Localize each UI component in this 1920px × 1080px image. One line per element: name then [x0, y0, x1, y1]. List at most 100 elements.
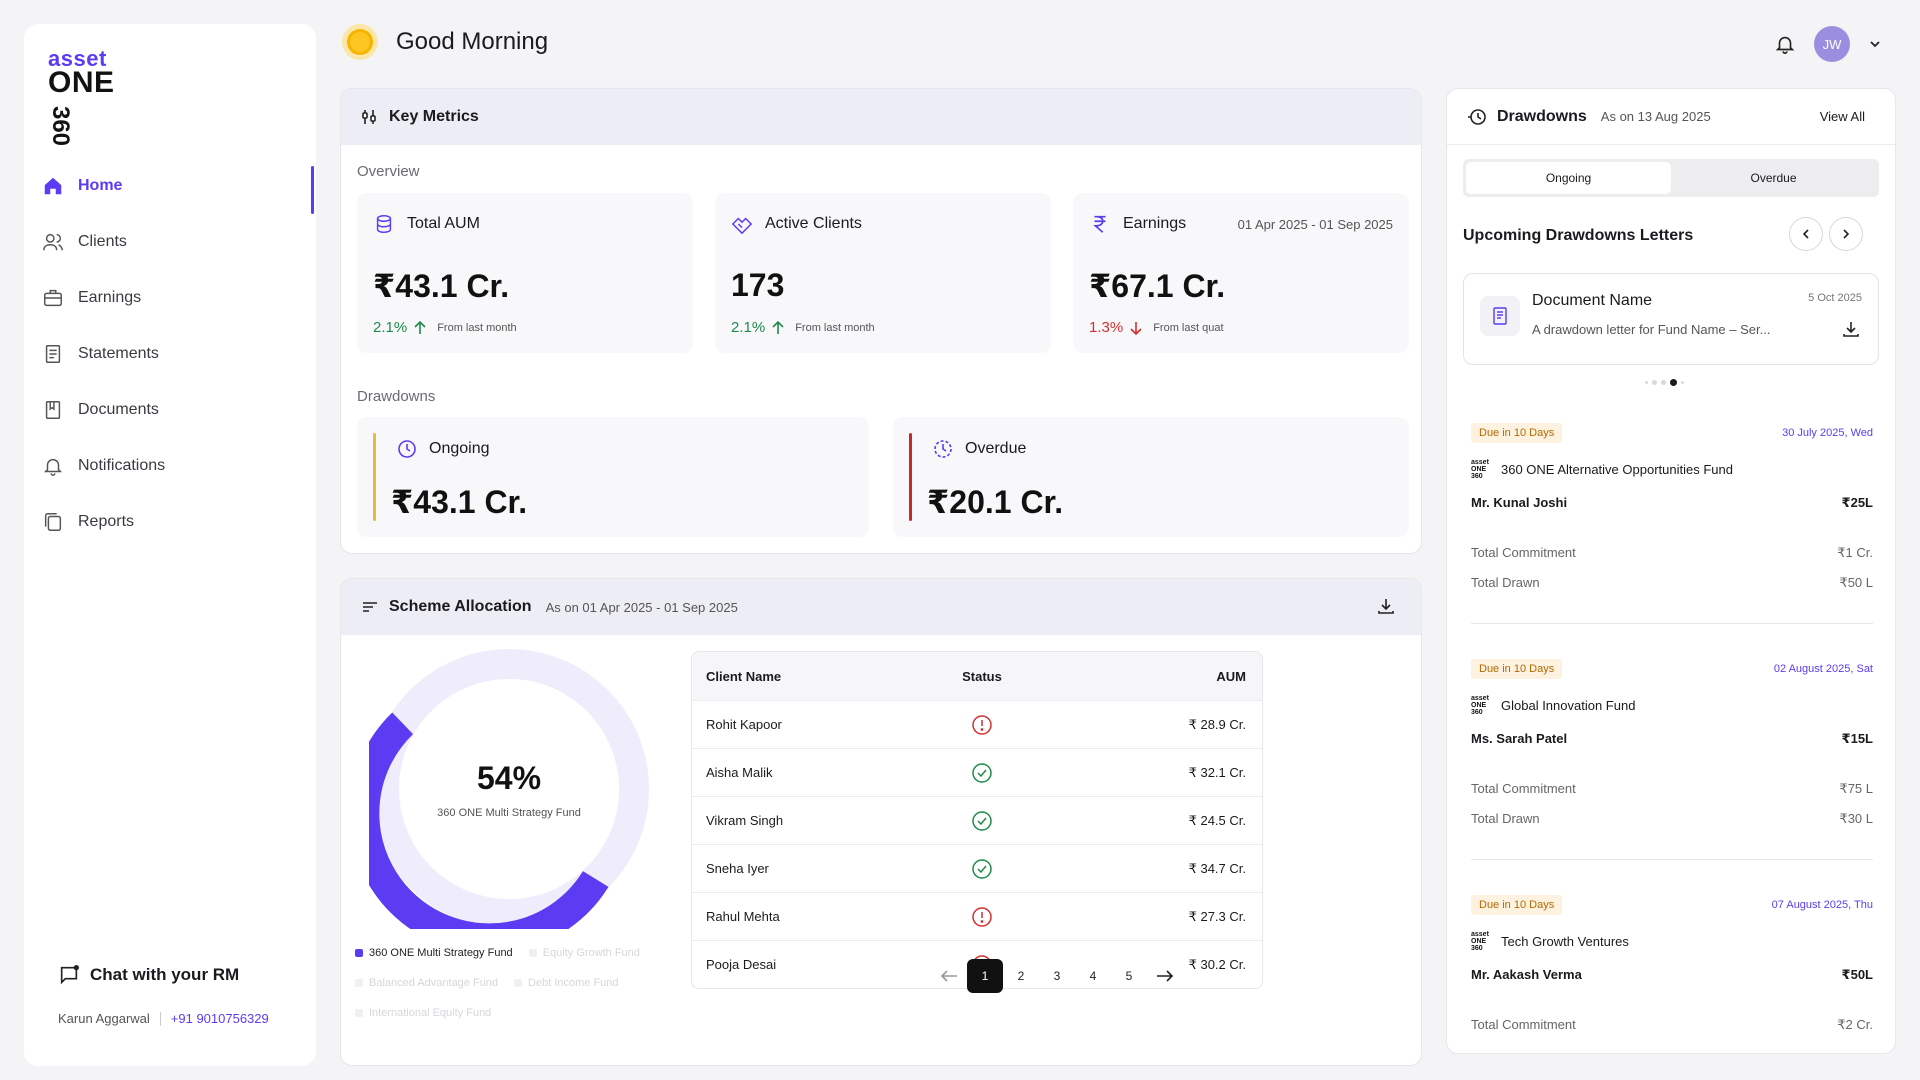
metric-header: Active Clients — [731, 213, 862, 235]
drawdown-fund-item[interactable]: Due in 10 Days 07 August 2025, Thu asset… — [1471, 895, 1873, 1045]
sidebar-item-label: Statements — [78, 345, 159, 362]
sidebar-item-reports[interactable]: Reports — [24, 494, 316, 550]
drawdown-amount: ₹15L — [1841, 731, 1873, 746]
commitment-label: Total Commitment — [1471, 545, 1576, 560]
chevron-down-icon[interactable] — [1868, 37, 1882, 51]
investor-name: Mr. Kunal Joshi — [1471, 495, 1568, 510]
tab-ongoing[interactable]: Ongoing — [1466, 162, 1671, 194]
page-3-button[interactable]: 3 — [1053, 969, 1061, 983]
legend-item[interactable]: Equity Growth Fund — [528, 947, 640, 959]
avatar[interactable]: JW — [1814, 26, 1850, 62]
fund-logo-icon: asset ONE 360 — [1471, 931, 1489, 952]
divider — [1471, 859, 1873, 860]
arrow-right-icon — [1157, 970, 1174, 982]
drawdown-header: Overdue — [933, 439, 1026, 459]
drawdown-letter-card[interactable]: Document Name A drawdown letter for Fund… — [1463, 273, 1879, 365]
key-metrics-title: Key Metrics — [389, 108, 479, 125]
history-icon — [1468, 108, 1486, 125]
drawdown-tabs: Ongoing Overdue — [1463, 159, 1879, 197]
table-row[interactable]: Rohit Kapoor ₹ 28.9 Cr. — [692, 700, 1262, 748]
sidebar-item-notifications[interactable]: Notifications — [24, 438, 316, 494]
commitment-value: ₹1 Cr. — [1837, 545, 1873, 560]
document-icon — [45, 401, 61, 419]
legend-item[interactable]: 360 ONE Multi Strategy Fund — [355, 947, 513, 959]
drawdown-amount: ₹25L — [1841, 495, 1873, 510]
page-4-button[interactable]: 4 — [1089, 969, 1097, 983]
next-page-button[interactable] — [1147, 959, 1183, 993]
sidebar-item-clients[interactable]: Clients — [24, 214, 316, 270]
carousel-prev-button[interactable] — [1789, 217, 1823, 251]
key-metrics-header: Key Metrics — [341, 89, 1421, 145]
due-date: 07 August 2025, Thu — [1771, 899, 1873, 911]
check-circle-icon — [892, 762, 1072, 784]
bell-icon[interactable] — [1774, 33, 1796, 55]
legend-swatch — [355, 949, 363, 957]
overview-label: Overview — [357, 163, 420, 180]
column-aum[interactable]: AUM — [1216, 668, 1246, 684]
drawdown-fund-item[interactable]: Due in 10 Days 30 July 2025, Wed asset ON… — [1471, 423, 1873, 603]
download-icon[interactable] — [1842, 320, 1860, 338]
donut-arc-multi-strategy[interactable] — [369, 712, 609, 929]
chat-label: Chat with your RM — [90, 965, 240, 984]
table-row[interactable]: Vikram Singh ₹ 24.5 Cr. — [692, 796, 1262, 844]
donut-percent: 54% — [476, 759, 542, 796]
investor-name: Mr. Aakash Verma — [1471, 967, 1582, 982]
page-5-button[interactable]: 5 — [1125, 969, 1133, 983]
legend-swatch — [355, 979, 363, 987]
arrow-left-icon — [940, 970, 957, 982]
sidebar: asset ONE 360 Home Clients Earnings Stat… — [24, 24, 316, 1066]
logo-text-one: ONE — [48, 66, 115, 99]
table-row[interactable]: Aisha Malik ₹ 32.1 Cr. — [692, 748, 1262, 796]
drawdowns-label: Drawdowns — [357, 388, 436, 405]
document-name: Document Name — [1532, 292, 1653, 309]
legend-item[interactable]: Balanced Advantage Fund — [355, 977, 498, 989]
carousel-dot[interactable] — [1645, 381, 1648, 384]
table-row[interactable]: Sneha Iyer ₹ 34.7 Cr. — [692, 844, 1262, 892]
drawdown-ongoing[interactable]: Ongoing ₹43.1 Cr. — [357, 417, 869, 537]
legend-item[interactable]: International Equity Fund — [355, 1007, 491, 1019]
change-percent: 1.3% — [1089, 319, 1124, 336]
download-icon[interactable] — [1377, 597, 1395, 615]
legend-item[interactable]: Debt Income Fund — [514, 977, 619, 989]
client-aum: ₹ 32.1 Cr. — [1188, 764, 1246, 780]
tab-overdue[interactable]: Overdue — [1750, 171, 1797, 185]
carousel-dot-active[interactable] — [1670, 379, 1677, 386]
view-all-link[interactable]: View All — [1819, 109, 1865, 124]
drawdown-overdue[interactable]: Overdue ₹20.1 Cr. — [893, 417, 1409, 537]
page-1-button[interactable]: 1 — [967, 959, 1003, 993]
column-status[interactable]: Status — [962, 668, 1002, 684]
client-name: Vikram Singh — [706, 813, 784, 828]
legend-swatch — [355, 1009, 363, 1017]
metric-active-clients[interactable]: Active Clients 173 2.1% From last month — [715, 193, 1051, 353]
table-body: Rohit Kapoor ₹ 28.9 Cr. Aisha Malik ₹ 32.1 … — [692, 700, 1262, 988]
drawdown-value: ₹20.1 Cr. — [927, 484, 1064, 520]
client-aum: ₹ 34.7 Cr. — [1188, 860, 1246, 876]
metric-earnings[interactable]: Earnings 01 Apr 2025 - 01 Sep 2025 ₹67.1… — [1073, 193, 1409, 353]
metric-total-aum[interactable]: Total AUM ₹43.1 Cr. 2.1% From last month — [357, 193, 693, 353]
chat-with-rm-button[interactable]: Chat with your RM — [58, 964, 239, 986]
carousel-next-button[interactable] — [1829, 217, 1863, 251]
page-2-button[interactable]: 2 — [1017, 969, 1025, 983]
prev-page-button[interactable] — [931, 959, 967, 993]
column-client-name[interactable]: Client Name — [706, 668, 782, 684]
sidebar-item-documents[interactable]: Documents — [24, 382, 316, 438]
metric-value: ₹67.1 Cr. — [1089, 268, 1226, 304]
metric-header: Total AUM — [373, 213, 480, 235]
table-row[interactable]: Rahul Mehta ₹ 27.3 Cr. — [692, 892, 1262, 940]
drawdown-fund-item[interactable]: Due in 10 Days 02 August 2025, Sat asset… — [1471, 659, 1873, 839]
commitment-label: Total Commitment — [1471, 781, 1576, 796]
sidebar-item-home[interactable]: Home — [24, 158, 316, 214]
sun-icon — [342, 24, 378, 60]
client-name: Aisha Malik — [706, 765, 773, 780]
table-header: Client Name Status AUM — [692, 652, 1262, 700]
client-name: Rohit Kapoor — [706, 717, 782, 732]
sidebar-item-earnings[interactable]: Earnings — [24, 270, 316, 326]
carousel-dot[interactable] — [1652, 380, 1657, 385]
fund-logo-icon: asset ONE 360 — [1471, 459, 1489, 480]
rm-phone-link[interactable]: +91 9010756329 — [170, 1011, 269, 1026]
brand-logo[interactable]: asset ONE 360 — [47, 46, 128, 146]
carousel-dot[interactable] — [1661, 380, 1666, 385]
carousel-dot[interactable] — [1681, 381, 1684, 384]
drawn-value: ₹30 L — [1839, 811, 1873, 826]
sidebar-item-statements[interactable]: Statements — [24, 326, 316, 382]
